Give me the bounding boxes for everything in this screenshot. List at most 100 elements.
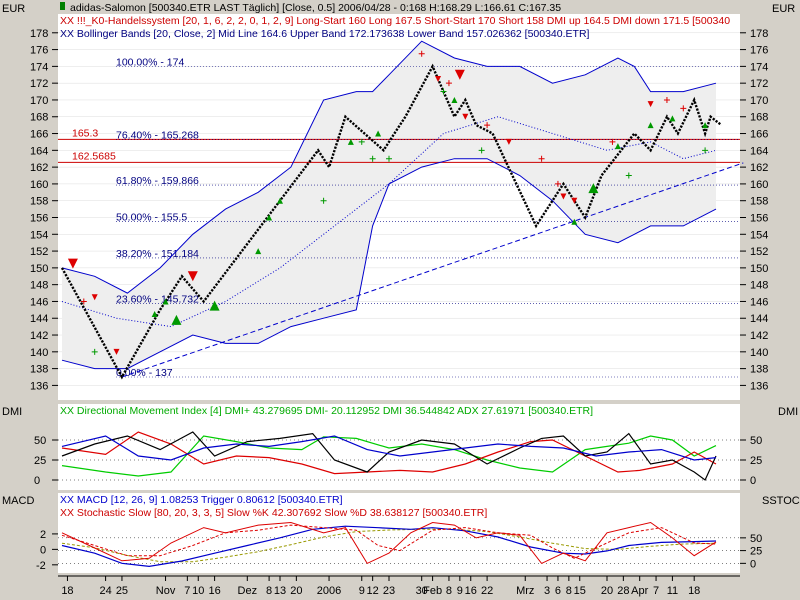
buy-marker-small — [669, 115, 676, 122]
price-tick-label-right: 148 — [750, 280, 768, 292]
plus-marker-green — [320, 197, 327, 204]
signal-markers — [67, 50, 709, 355]
price-tick-label-left: 174 — [30, 61, 48, 73]
chart-legend-header: adidas-Salomon [500340.ETR LAST Täglich]… — [60, 2, 730, 40]
sell-signal-marker — [187, 271, 198, 282]
bollinger-upper-line — [61, 40, 717, 294]
price-tick-label-right: 166 — [750, 129, 768, 141]
price-tick-label-right: 136 — [750, 380, 768, 392]
stoch-tick-label-right: 25 — [750, 546, 762, 558]
macd-label-left: MACD — [2, 495, 34, 507]
price-tick-label-left: 166 — [30, 129, 48, 141]
buy-marker-small — [277, 197, 283, 204]
sell-marker-small — [560, 193, 567, 200]
buy-marker-small — [347, 138, 354, 145]
macd-trigger-line — [61, 528, 717, 563]
x-tick-label: 9 — [457, 585, 463, 597]
price-tick-label-left: 158 — [30, 196, 48, 208]
sell-marker-small — [462, 113, 469, 120]
x-tick-label: 23 — [383, 585, 395, 597]
price-tick-label-right: 144 — [750, 313, 768, 325]
plus-marker-red — [445, 80, 452, 87]
macd-tick-label-left: 2 — [40, 529, 46, 541]
price-tick-label-left: 152 — [30, 246, 48, 258]
price-tick-label-right: 170 — [750, 95, 768, 107]
price-tick-label-right: 164 — [750, 145, 768, 157]
x-tick-label: 7 — [184, 585, 190, 597]
fib-level-label: 76.40% - 165.268 — [116, 130, 199, 142]
dmi-label-right: DMI — [778, 406, 798, 418]
stoch-tick-label-right: 50 — [750, 533, 762, 545]
x-tick-label: 25 — [116, 585, 128, 597]
x-tick-label: Feb — [423, 585, 442, 597]
plus-marker-green — [386, 155, 392, 162]
buy-signal-marker — [588, 183, 599, 194]
sell-signal-marker — [67, 258, 78, 269]
macd-title: XX MACD [12, 26, 9] 1.08253 Trigger 0.80… — [60, 494, 343, 506]
sell-marker-small — [571, 197, 578, 204]
x-tick-label: 16 — [465, 585, 477, 597]
plus-marker-green — [625, 172, 632, 179]
price-tick-label-left: 140 — [30, 347, 48, 359]
legend-color-price — [60, 2, 65, 10]
header-system-line: XX !!!_K0-Handelssystem [20, 1, 6, 2, 2,… — [60, 15, 730, 27]
fib-level-label: 50.00% - 155.5 — [116, 212, 187, 224]
x-tick-label: 9 — [359, 585, 365, 597]
price-tick-label-left: 154 — [30, 229, 48, 241]
x-tick-label: 7 — [653, 585, 659, 597]
x-tick-label: Dez — [238, 585, 258, 597]
price-tick-label-left: 146 — [30, 296, 48, 308]
fibonacci-levels: 100.00% - 174 76.40% - 165.268 61.80% - 15… — [116, 56, 740, 379]
price-tick-label-right: 150 — [750, 263, 768, 275]
x-tick-label: 8 — [446, 585, 452, 597]
price-tick-label-left: 168 — [30, 112, 48, 124]
price-tick-label-right: 138 — [750, 364, 768, 376]
bollinger-band-area — [62, 41, 716, 369]
sell-marker-small — [91, 294, 98, 301]
price-tick-label-left: 144 — [30, 313, 48, 325]
dmi-series-dmi — [61, 431, 717, 481]
stoch-d-line — [61, 524, 717, 559]
plus-marker-red — [680, 105, 687, 112]
price-tick-label-left: 178 — [30, 28, 48, 40]
macd-series-group — [61, 521, 717, 568]
buy-marker-small — [375, 130, 382, 137]
x-tick-label: 20 — [601, 585, 613, 597]
price-tick-label-left: 136 — [30, 380, 48, 392]
macd-panel[interactable] — [58, 493, 740, 573]
x-tick-label: 20 — [290, 585, 302, 597]
x-tick-label: Apr — [631, 585, 648, 597]
x-tick-label: 18 — [61, 585, 73, 597]
price-tick-label-left: 170 — [30, 95, 48, 107]
sell-marker-small — [435, 75, 442, 82]
dmi-tick-label-left: 0 — [34, 475, 40, 487]
price-tick-label-right: 156 — [750, 212, 768, 224]
x-tick-label: 18 — [688, 585, 700, 597]
dmi-tick-label-left: 25 — [34, 455, 46, 467]
x-tick-label: 8 — [566, 585, 572, 597]
price-tick-label-right: 176 — [750, 45, 768, 57]
sell-marker-small — [113, 348, 120, 355]
price-tick-label-left: 142 — [30, 330, 48, 342]
price-tick-label-right: 160 — [750, 179, 768, 191]
buy-marker-small — [571, 218, 578, 225]
stoch-label-right: SSTOC — [762, 495, 800, 507]
x-tick-label: 3 — [544, 585, 550, 597]
sell-signal-marker — [454, 69, 465, 80]
sell-marker-small — [647, 101, 654, 108]
dmi-tick-label-right: 0 — [750, 475, 756, 487]
horizontal-line-label: 162.5685 — [72, 150, 116, 162]
bollinger-band-fill — [62, 41, 716, 369]
dmi-gridlines — [58, 439, 740, 481]
plus-marker-green — [478, 147, 485, 154]
price-tick-label-left: 148 — [30, 280, 48, 292]
sell-marker-small — [505, 138, 512, 145]
plus-marker-red — [663, 96, 670, 103]
x-tick-label: 28 — [617, 585, 629, 597]
price-tick-label-left: 172 — [30, 78, 48, 90]
x-tick-label: 30 — [416, 585, 428, 597]
price-tick-label-right: 168 — [750, 112, 768, 124]
plus-marker-green — [91, 348, 98, 355]
x-tick-label: 10 — [192, 585, 204, 597]
